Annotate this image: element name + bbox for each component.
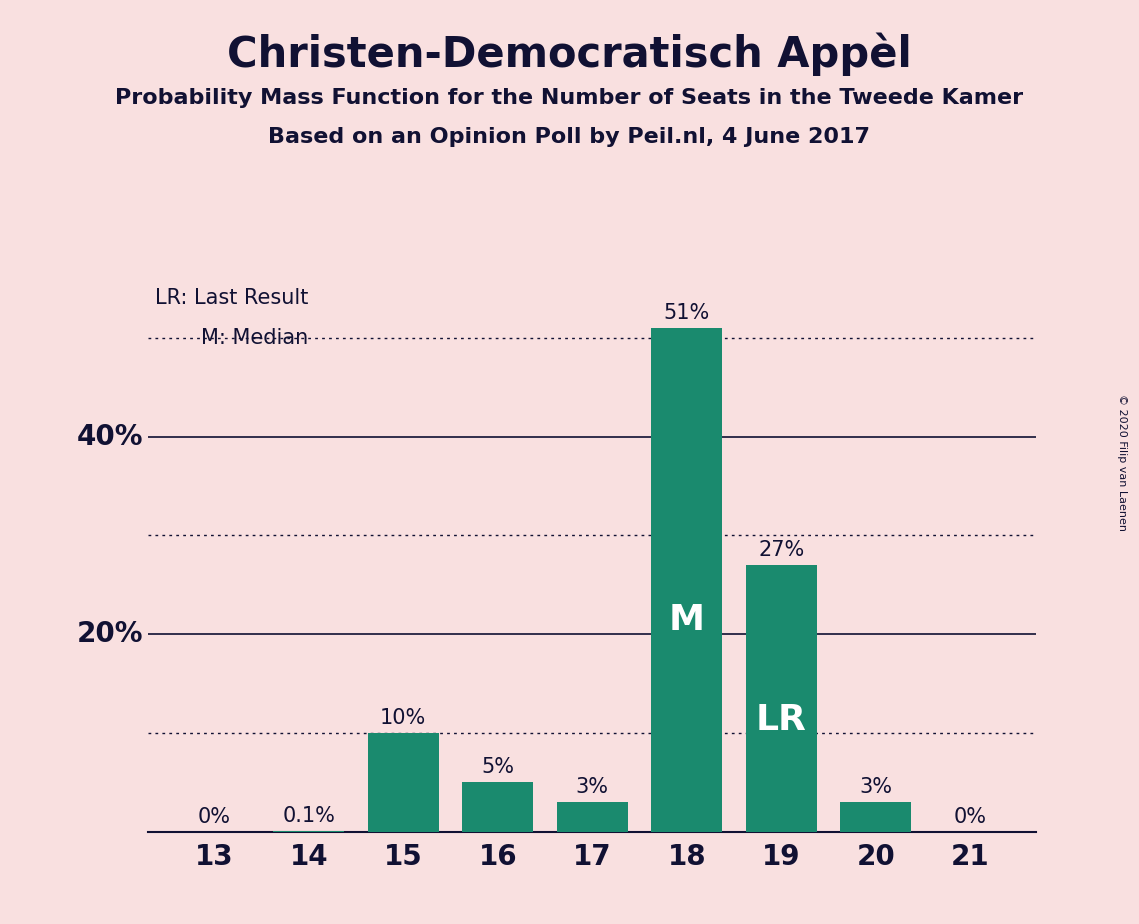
Bar [652,328,722,832]
Text: 0.1%: 0.1% [282,806,335,826]
Text: Probability Mass Function for the Number of Seats in the Tweede Kamer: Probability Mass Function for the Number… [115,88,1024,108]
Bar [368,733,439,832]
Text: 40%: 40% [76,422,144,451]
Text: © 2020 Filip van Laenen: © 2020 Filip van Laenen [1117,394,1126,530]
Text: 3%: 3% [576,777,608,797]
Text: 51%: 51% [664,303,710,322]
Text: 0%: 0% [198,807,231,827]
Text: M: M [669,603,705,637]
Bar [841,802,911,832]
Bar [273,831,344,832]
Text: 0%: 0% [953,807,986,827]
Text: 5%: 5% [482,758,515,777]
Text: Based on an Opinion Poll by Peil.nl, 4 June 2017: Based on an Opinion Poll by Peil.nl, 4 J… [269,127,870,147]
Bar [557,802,628,832]
Text: 10%: 10% [380,708,426,728]
Text: 3%: 3% [859,777,892,797]
Text: LR: LR [756,702,806,736]
Text: LR: Last Result: LR: Last Result [155,288,309,308]
Bar [746,565,817,832]
Bar [462,783,533,832]
Text: 20%: 20% [76,620,144,648]
Text: M: Median: M: Median [202,328,309,347]
Text: 27%: 27% [759,540,804,560]
Text: Christen-Democratisch Appèl: Christen-Democratisch Appèl [227,32,912,76]
